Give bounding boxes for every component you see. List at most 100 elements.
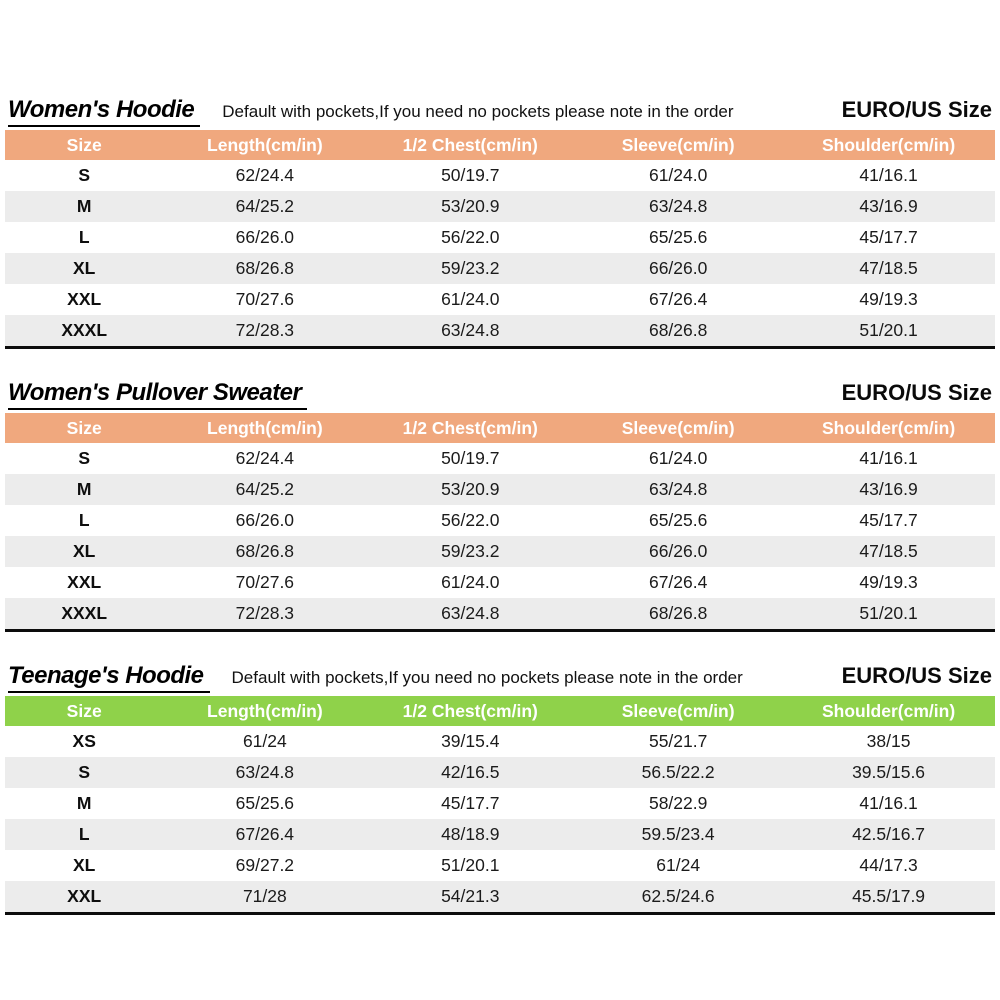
measurement-cell: 68/26.8 xyxy=(235,541,295,561)
column-header-length-cm-in: Length(cm/in) xyxy=(207,417,323,438)
table-row: XXL 70/27.6 61/24.0 67/26.4 49/19.3 xyxy=(5,284,995,315)
womens-pullover-sweater-size-table: Size Length(cm/in) 1/2 Chest(cm/in) Sleeve(… xyxy=(5,413,995,632)
size-cell: M xyxy=(76,196,92,216)
size-cell: XXL xyxy=(67,886,102,906)
measurement-cell: 64/25.2 xyxy=(235,196,295,216)
column-header-sleeve-cm-in: Sleeve(cm/in) xyxy=(621,417,735,438)
section-header: Teenage's Hoodie Default with pockets,If… xyxy=(8,662,992,693)
column-header-shoulder-cm-in: Shoulder(cm/in) xyxy=(821,134,956,155)
measurement-cell: 42/16.5 xyxy=(441,762,500,782)
table-row: L 67/26.4 48/18.9 59.5/23.4 42.5/16.7 xyxy=(5,819,995,850)
measurement-cell: 65/25.6 xyxy=(648,510,708,530)
measurement-cell: 61/24.0 xyxy=(648,448,708,468)
measurement-cell: 53/20.9 xyxy=(441,479,500,499)
teenages-hoodie-size-table: Size Length(cm/in) 1/2 Chest(cm/in) Sleeve(… xyxy=(5,696,995,915)
measurement-cell: 65/25.6 xyxy=(648,227,708,247)
size-cell: XXL xyxy=(67,572,102,592)
section-teenages-hoodie: Teenage's Hoodie Default with pockets,If… xyxy=(5,662,995,915)
table-row: XXXL 72/28.3 63/24.8 68/26.8 51/20.1 xyxy=(5,598,995,631)
size-cell: L xyxy=(78,227,90,247)
section-header: Women's Hoodie Default with pockets,If y… xyxy=(8,96,992,127)
measurement-cell: 45/17.7 xyxy=(441,793,500,813)
measurement-cell: 61/24 xyxy=(242,731,287,751)
measurement-cell: 50/19.7 xyxy=(441,165,500,185)
measurement-cell: 72/28.3 xyxy=(235,320,295,340)
measurement-cell: 49/19.3 xyxy=(859,572,918,592)
measurement-cell: 56.5/22.2 xyxy=(641,762,715,782)
measurement-cell: 55/21.7 xyxy=(648,731,708,751)
table-row: S 62/24.4 50/19.7 61/24.0 41/16.1 xyxy=(5,160,995,191)
table-row: L 66/26.0 56/22.0 65/25.6 45/17.7 xyxy=(5,222,995,253)
measurement-cell: 58/22.9 xyxy=(648,793,708,813)
measurement-cell: 68/26.8 xyxy=(648,320,708,340)
euro-us-size-label: EURO/US Size xyxy=(841,380,992,405)
table-header-row: Size Length(cm/in) 1/2 Chest(cm/in) Sleeve(… xyxy=(5,413,995,443)
measurement-cell: 61/24.0 xyxy=(441,572,500,592)
table-row: XXXL 72/28.3 63/24.8 68/26.8 51/20.1 xyxy=(5,315,995,348)
size-cell: M xyxy=(76,793,92,813)
measurement-cell: 62.5/24.6 xyxy=(641,886,715,906)
table-row: L 66/26.0 56/22.0 65/25.6 45/17.7 xyxy=(5,505,995,536)
size-cell: L xyxy=(78,510,90,530)
size-cell: XXXL xyxy=(61,320,108,340)
measurement-cell: 51/20.1 xyxy=(441,855,500,875)
measurement-cell: 61/24 xyxy=(656,855,701,875)
size-cell: S xyxy=(78,762,91,782)
size-cell: XXXL xyxy=(61,603,108,623)
section-title: Women's Pullover Sweater xyxy=(8,379,308,410)
measurement-cell: 56/22.0 xyxy=(441,510,500,530)
measurement-cell: 48/18.9 xyxy=(441,824,500,844)
measurement-cell: 41/16.1 xyxy=(859,793,918,813)
measurement-cell: 59/23.2 xyxy=(441,541,500,561)
measurement-cell: 63/24.8 xyxy=(648,479,708,499)
column-header-shoulder-cm-in: Shoulder(cm/in) xyxy=(821,700,956,721)
measurement-cell: 63/24.8 xyxy=(235,762,295,782)
measurement-cell: 53/20.9 xyxy=(441,196,500,216)
measurement-cell: 51/20.1 xyxy=(859,320,918,340)
measurement-cell: 45.5/17.9 xyxy=(852,886,926,906)
measurement-cell: 69/27.2 xyxy=(235,855,295,875)
table-row: XL 69/27.2 51/20.1 61/24 44/17.3 xyxy=(5,850,995,881)
column-header-1-2-chest-cm-in: 1/2 Chest(cm/in) xyxy=(402,134,538,155)
measurement-cell: 39/15.4 xyxy=(441,731,500,751)
euro-us-size-label: EURO/US Size xyxy=(841,663,992,688)
measurement-cell: 61/24.0 xyxy=(441,289,500,309)
table-row: XL 68/26.8 59/23.2 66/26.0 47/18.5 xyxy=(5,536,995,567)
measurement-cell: 70/27.6 xyxy=(235,289,295,309)
measurement-cell: 62/24.4 xyxy=(235,165,295,185)
column-header-sleeve-cm-in: Sleeve(cm/in) xyxy=(621,700,735,721)
measurement-cell: 67/26.4 xyxy=(235,824,295,844)
measurement-cell: 45/17.7 xyxy=(859,510,918,530)
measurement-cell: 54/21.3 xyxy=(441,886,500,906)
column-header-size: Size xyxy=(66,134,102,155)
measurement-cell: 41/16.1 xyxy=(859,165,918,185)
measurement-cell: 41/16.1 xyxy=(859,448,918,468)
size-cell: XL xyxy=(73,541,96,561)
section-womens-hoodie: Women's Hoodie Default with pockets,If y… xyxy=(5,96,995,349)
section-title: Women's Hoodie xyxy=(8,96,201,127)
table-row: M 65/25.6 45/17.7 58/22.9 41/16.1 xyxy=(5,788,995,819)
table-row: XXL 71/28 54/21.3 62.5/24.6 45.5/17.9 xyxy=(5,881,995,914)
column-header-1-2-chest-cm-in: 1/2 Chest(cm/in) xyxy=(402,700,538,721)
measurement-cell: 42.5/16.7 xyxy=(852,824,926,844)
size-cell: XL xyxy=(73,258,96,278)
measurement-cell: 51/20.1 xyxy=(859,603,918,623)
column-header-length-cm-in: Length(cm/in) xyxy=(207,700,323,721)
size-cell: M xyxy=(76,479,92,499)
measurement-cell: 63/24.8 xyxy=(441,320,500,340)
measurement-cell: 47/18.5 xyxy=(859,258,918,278)
measurement-cell: 43/16.9 xyxy=(859,479,918,499)
table-row: M 64/25.2 53/20.9 63/24.8 43/16.9 xyxy=(5,191,995,222)
measurement-cell: 68/26.8 xyxy=(648,603,708,623)
measurement-cell: 71/28 xyxy=(242,886,287,906)
measurement-cell: 66/26.0 xyxy=(235,227,295,247)
table-row: S 62/24.4 50/19.7 61/24.0 41/16.1 xyxy=(5,443,995,474)
table-row: XL 68/26.8 59/23.2 66/26.0 47/18.5 xyxy=(5,253,995,284)
measurement-cell: 44/17.3 xyxy=(859,855,918,875)
pockets-note: Default with pockets,If you need no pock… xyxy=(231,668,743,687)
measurement-cell: 59/23.2 xyxy=(441,258,500,278)
column-header-shoulder-cm-in: Shoulder(cm/in) xyxy=(821,417,956,438)
measurement-cell: 63/24.8 xyxy=(441,603,500,623)
size-cell: XL xyxy=(73,855,96,875)
measurement-cell: 50/19.7 xyxy=(441,448,500,468)
